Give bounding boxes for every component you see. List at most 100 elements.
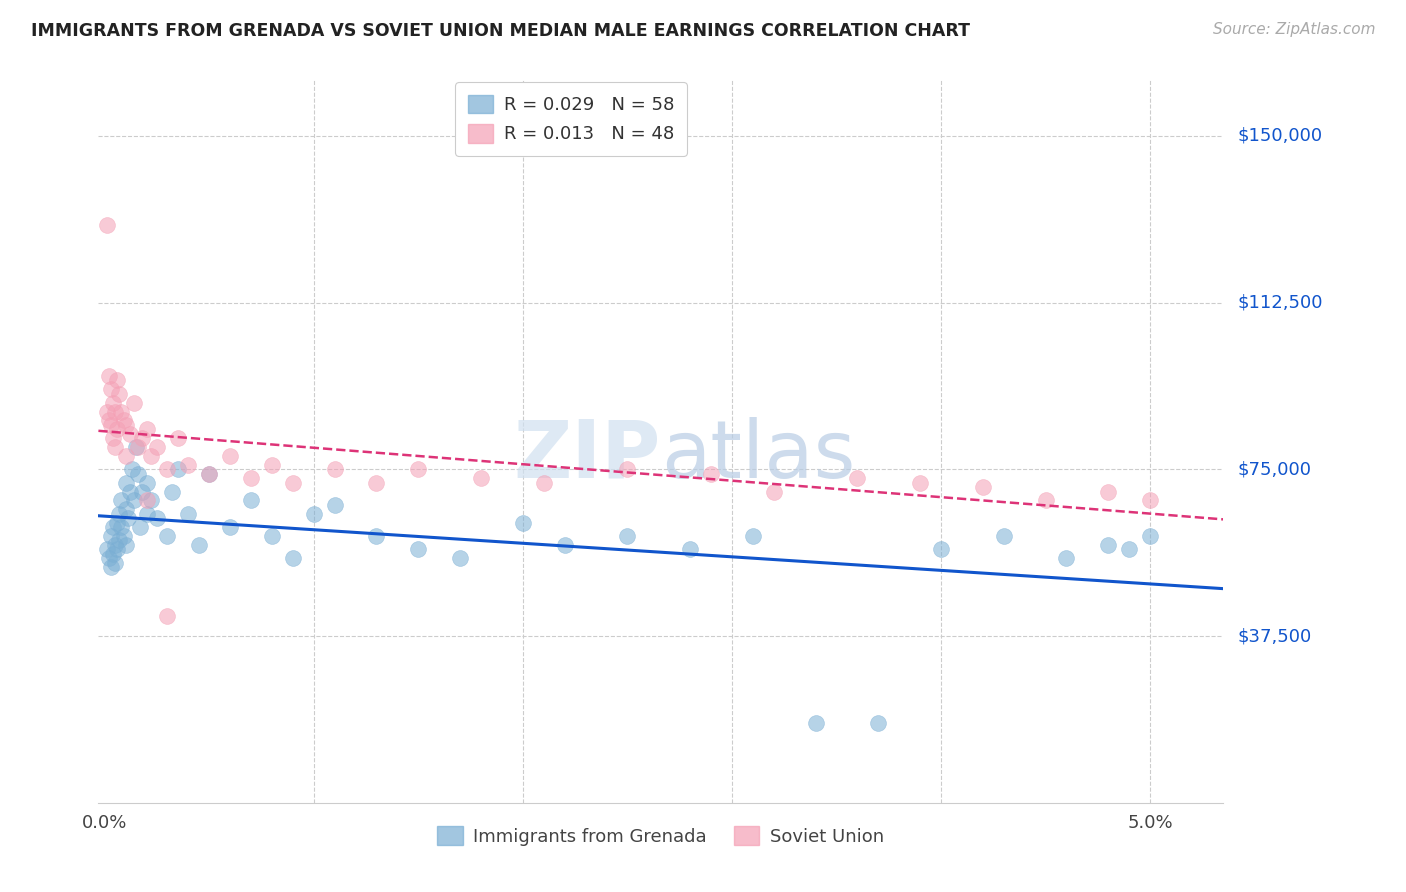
Point bbox=[260, 458, 283, 472]
Point bbox=[101, 431, 124, 445]
Point bbox=[146, 440, 169, 454]
Point bbox=[1054, 551, 1077, 566]
Point bbox=[114, 475, 136, 490]
Point bbox=[1118, 542, 1140, 557]
Point bbox=[100, 560, 122, 574]
Point bbox=[679, 542, 702, 557]
Text: $75,000: $75,000 bbox=[1237, 460, 1312, 478]
Point bbox=[449, 551, 471, 566]
Text: $37,500: $37,500 bbox=[1237, 627, 1312, 645]
Point bbox=[281, 551, 304, 566]
Point bbox=[110, 493, 132, 508]
Point bbox=[929, 542, 952, 557]
Point bbox=[156, 609, 179, 624]
Point bbox=[96, 218, 118, 232]
Point bbox=[260, 529, 283, 543]
Point bbox=[97, 368, 120, 383]
Point bbox=[114, 417, 136, 432]
Point bbox=[101, 520, 124, 534]
Point bbox=[408, 462, 430, 476]
Point bbox=[96, 542, 118, 557]
Point bbox=[100, 417, 122, 432]
Point bbox=[112, 529, 135, 543]
Point bbox=[1139, 529, 1161, 543]
Point bbox=[101, 395, 124, 409]
Point bbox=[118, 426, 141, 441]
Point bbox=[846, 471, 869, 485]
Text: IMMIGRANTS FROM GRENADA VS SOVIET UNION MEDIAN MALE EARNINGS CORRELATION CHART: IMMIGRANTS FROM GRENADA VS SOVIET UNION … bbox=[31, 22, 970, 40]
Point bbox=[112, 413, 135, 427]
Point bbox=[512, 516, 534, 530]
Point bbox=[1097, 484, 1119, 499]
Point bbox=[616, 462, 638, 476]
Point bbox=[219, 520, 242, 534]
Point bbox=[127, 467, 149, 481]
Point bbox=[131, 431, 153, 445]
Point bbox=[156, 462, 179, 476]
Point bbox=[104, 440, 127, 454]
Point bbox=[135, 422, 157, 436]
Point bbox=[156, 529, 179, 543]
Point bbox=[122, 395, 145, 409]
Point bbox=[762, 484, 785, 499]
Point bbox=[114, 502, 136, 516]
Point bbox=[139, 449, 162, 463]
Point bbox=[135, 475, 157, 490]
Point bbox=[908, 475, 931, 490]
Point bbox=[139, 493, 162, 508]
Point bbox=[741, 529, 763, 543]
Point bbox=[1139, 493, 1161, 508]
Legend: Immigrants from Grenada, Soviet Union: Immigrants from Grenada, Soviet Union bbox=[430, 819, 891, 853]
Point bbox=[240, 493, 263, 508]
Point bbox=[177, 458, 200, 472]
Point bbox=[554, 538, 576, 552]
Point bbox=[146, 511, 169, 525]
Point bbox=[97, 413, 120, 427]
Point bbox=[100, 382, 122, 396]
Point bbox=[700, 467, 723, 481]
Point bbox=[104, 556, 127, 570]
Point bbox=[131, 484, 153, 499]
Point bbox=[198, 467, 221, 481]
Point bbox=[110, 520, 132, 534]
Point bbox=[323, 498, 346, 512]
Point bbox=[972, 480, 994, 494]
Point bbox=[127, 440, 149, 454]
Point bbox=[187, 538, 209, 552]
Point bbox=[122, 493, 145, 508]
Point bbox=[616, 529, 638, 543]
Point bbox=[108, 533, 131, 548]
Point bbox=[104, 404, 127, 418]
Point bbox=[125, 440, 148, 454]
Point bbox=[868, 715, 890, 730]
Point bbox=[135, 493, 157, 508]
Point bbox=[470, 471, 492, 485]
Point bbox=[1097, 538, 1119, 552]
Point bbox=[121, 462, 143, 476]
Point bbox=[366, 529, 388, 543]
Point bbox=[281, 475, 304, 490]
Point bbox=[129, 520, 152, 534]
Point bbox=[160, 484, 183, 499]
Point bbox=[366, 475, 388, 490]
Point bbox=[117, 511, 139, 525]
Point bbox=[105, 516, 128, 530]
Point bbox=[105, 422, 128, 436]
Point bbox=[1035, 493, 1057, 508]
Text: atlas: atlas bbox=[661, 417, 855, 495]
Point bbox=[101, 547, 124, 561]
Text: $150,000: $150,000 bbox=[1237, 127, 1322, 145]
Point bbox=[198, 467, 221, 481]
Point bbox=[804, 715, 827, 730]
Point bbox=[108, 386, 131, 401]
Text: Source: ZipAtlas.com: Source: ZipAtlas.com bbox=[1212, 22, 1375, 37]
Point bbox=[105, 542, 128, 557]
Point bbox=[135, 507, 157, 521]
Point bbox=[108, 507, 131, 521]
Point bbox=[323, 462, 346, 476]
Point bbox=[240, 471, 263, 485]
Point bbox=[110, 404, 132, 418]
Point bbox=[408, 542, 430, 557]
Point bbox=[104, 538, 127, 552]
Point bbox=[993, 529, 1015, 543]
